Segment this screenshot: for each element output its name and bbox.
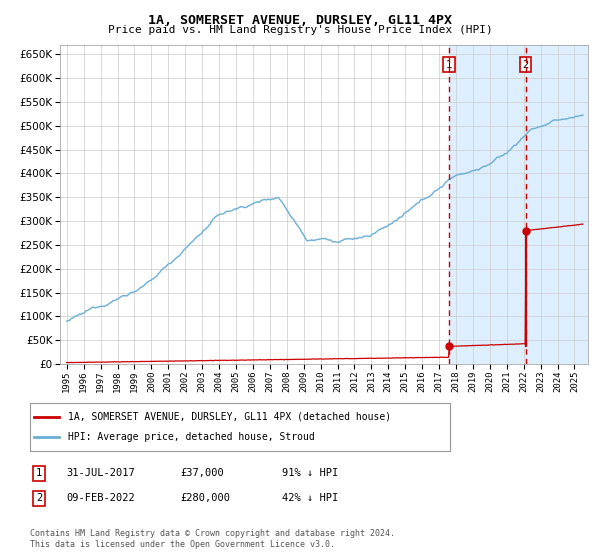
Text: £280,000: £280,000 <box>180 493 230 503</box>
Text: Contains HM Land Registry data © Crown copyright and database right 2024.
This d: Contains HM Land Registry data © Crown c… <box>30 529 395 549</box>
Text: 1: 1 <box>36 468 42 478</box>
Text: 1A, SOMERSET AVENUE, DURSLEY, GL11 4PX: 1A, SOMERSET AVENUE, DURSLEY, GL11 4PX <box>148 14 452 27</box>
Text: 42% ↓ HPI: 42% ↓ HPI <box>282 493 338 503</box>
Text: Price paid vs. HM Land Registry's House Price Index (HPI): Price paid vs. HM Land Registry's House … <box>107 25 493 35</box>
Text: 31-JUL-2017: 31-JUL-2017 <box>66 468 135 478</box>
Bar <box>449 45 588 364</box>
Text: 09-FEB-2022: 09-FEB-2022 <box>66 493 135 503</box>
Text: 1A, SOMERSET AVENUE, DURSLEY, GL11 4PX (detached house): 1A, SOMERSET AVENUE, DURSLEY, GL11 4PX (… <box>68 412 391 422</box>
Text: 2: 2 <box>36 493 42 503</box>
Text: 2: 2 <box>523 60 529 70</box>
Text: HPI: Average price, detached house, Stroud: HPI: Average price, detached house, Stro… <box>68 432 314 442</box>
Text: 91% ↓ HPI: 91% ↓ HPI <box>282 468 338 478</box>
Text: 1: 1 <box>446 60 452 70</box>
Text: £37,000: £37,000 <box>180 468 224 478</box>
